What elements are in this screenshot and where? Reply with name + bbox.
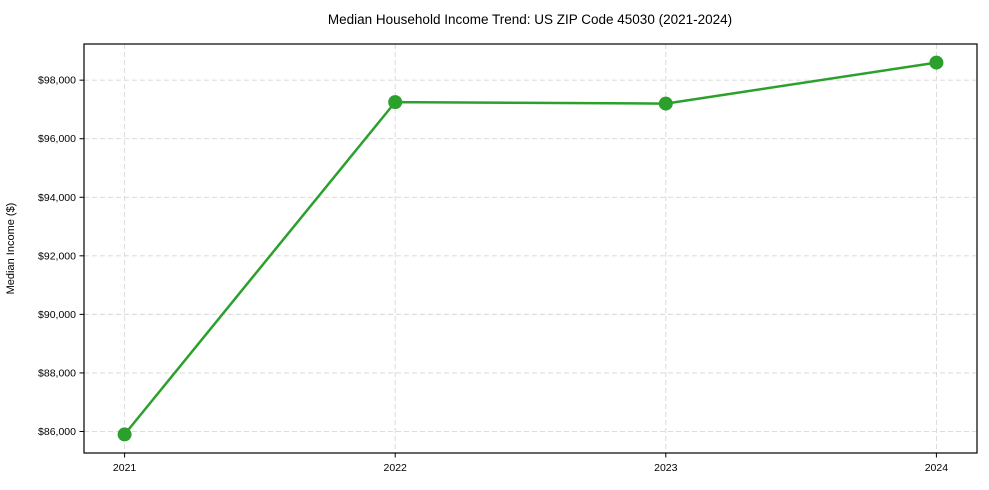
x-tick-label: 2021 xyxy=(113,462,137,474)
y-tick-label: $92,000 xyxy=(38,250,76,262)
trend-line xyxy=(123,61,938,436)
x-tick-label: 2022 xyxy=(384,462,408,474)
y-tick-label: $94,000 xyxy=(38,192,76,204)
data-point-2023 xyxy=(658,96,673,111)
plot-border xyxy=(83,43,978,454)
y-tick-label: $88,000 xyxy=(38,367,76,379)
y-axis-label: Median Income ($) xyxy=(5,203,17,295)
data-point-2022 xyxy=(388,95,403,110)
y-tick-label: $96,000 xyxy=(38,133,76,145)
y-tick-label: $90,000 xyxy=(38,309,76,321)
data-point-2024 xyxy=(929,55,944,70)
x-tick-label: 2024 xyxy=(925,462,949,474)
chart-title: Median Household Income Trend: US ZIP Co… xyxy=(328,12,732,27)
data-point-2021 xyxy=(117,427,132,442)
x-tick-label: 2023 xyxy=(654,462,678,474)
y-tick-label: $98,000 xyxy=(38,75,76,87)
y-tick-label: $86,000 xyxy=(38,426,76,438)
